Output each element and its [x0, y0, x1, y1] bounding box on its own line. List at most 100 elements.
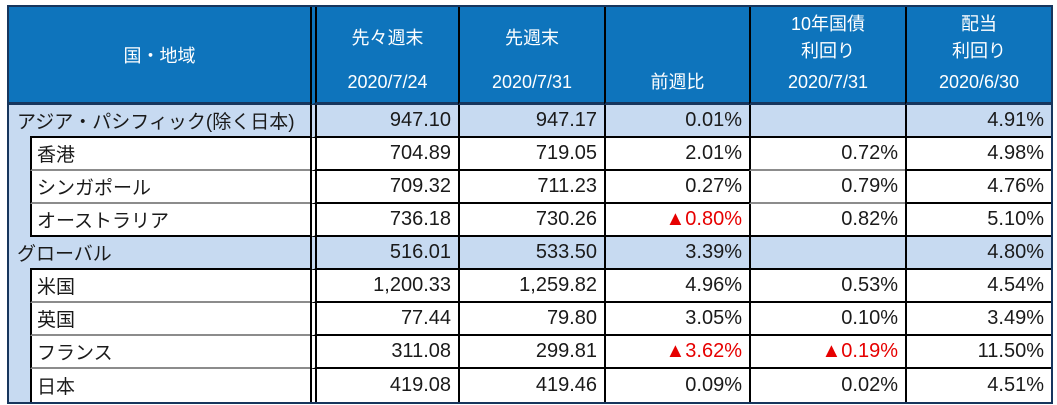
country-row: 英国 77.44 79.80 3.05% 0.10% 3.49%	[9, 303, 1051, 336]
value-cell: 0.02%	[749, 369, 905, 402]
value-cell: 311.08	[310, 336, 458, 369]
country-name-cell: 香港	[30, 138, 310, 171]
region-label: グローバル	[17, 244, 112, 265]
value-cell: 419.46	[458, 369, 604, 402]
value-cell: ▲3.62%	[604, 336, 749, 369]
header-label-line: 配当	[961, 14, 997, 34]
header-label: 10年国債 利回り	[751, 7, 905, 69]
value-cell: 736.18	[310, 204, 458, 237]
country-name-cell: 日本	[30, 369, 310, 402]
value-cell: 704.89	[310, 138, 458, 171]
region-label: 米国	[37, 277, 76, 298]
value-cell: ▲0.19%	[749, 336, 905, 369]
value-cell	[749, 237, 905, 270]
value-cell: 3.49%	[905, 303, 1051, 336]
row-indent-strip	[9, 303, 30, 336]
header-dividend-yield: 配当 利回り 2020/6/30	[905, 7, 1051, 105]
header-week-over-week: 前週比	[604, 7, 749, 105]
country-name-cell: シンガポール	[30, 171, 310, 204]
value-cell: 77.44	[310, 303, 458, 336]
country-row: フランス 311.08 299.81 ▲3.62% ▲0.19% 11.50%	[9, 336, 1051, 369]
value-cell: 0.09%	[604, 369, 749, 402]
value-cell: 0.79%	[749, 171, 905, 204]
row-indent-strip	[9, 204, 30, 237]
value-cell: 1,259.82	[458, 270, 604, 303]
value-cell: 11.50%	[905, 336, 1051, 369]
header-last-week: 先週末 2020/7/31	[458, 7, 604, 105]
country-name-cell: 米国	[30, 270, 310, 303]
value-cell: 2.01%	[604, 138, 749, 171]
header-date: 2020/7/24	[347, 72, 428, 92]
value-cell: 419.08	[310, 369, 458, 402]
row-indent-strip	[9, 369, 30, 402]
header-date: 2020/7/31	[491, 72, 573, 92]
value-cell: 4.80%	[905, 237, 1051, 270]
header-label: 配当 利回り	[907, 7, 1051, 69]
region-label: 香港	[37, 145, 76, 166]
value-cell: 947.10	[310, 105, 458, 138]
value-cell: 4.98%	[905, 138, 1051, 171]
value-cell: 709.32	[310, 171, 458, 204]
value-cell: 730.26	[458, 204, 604, 237]
value-cell: 0.27%	[604, 171, 749, 204]
value-cell: 5.10%	[905, 204, 1051, 237]
value-cell: 3.39%	[604, 237, 749, 270]
country-name-cell: オーストラリア	[30, 204, 310, 237]
table-body: アジア・パシフィック(除く日本) 947.10 947.17 0.01% 4.91% 香港…	[9, 105, 1051, 402]
country-row: 香港 704.89 719.05 2.01% 0.72% 4.98%	[9, 138, 1051, 171]
country-row: 日本 419.08 419.46 0.09% 0.02% 4.51%	[9, 369, 1051, 402]
value-cell: 533.50	[458, 237, 604, 270]
header-week-before-last: 先々週末 2020/7/24	[310, 7, 458, 105]
row-indent-strip	[9, 105, 30, 138]
country-name-cell: フランス	[30, 336, 310, 369]
header-region: 国・地域	[9, 7, 310, 105]
header-label-line: 先週末	[505, 27, 559, 48]
header-label-line: 先々週末	[351, 27, 424, 48]
header-row: 国・地域 先々週末 2020/7/24 先週末 2020/7/31 前週比	[9, 7, 1051, 105]
value-cell: 299.81	[458, 336, 604, 369]
row-indent-strip	[9, 336, 30, 369]
header-label-line: 10年国債	[790, 14, 866, 34]
header-date: 2020/7/31	[787, 72, 869, 92]
country-row: シンガポール 709.32 711.23 0.27% 0.79% 4.76%	[9, 171, 1051, 204]
header-label-line: 利回り	[801, 41, 855, 61]
row-indent-strip	[9, 171, 30, 204]
value-cell: 0.72%	[749, 138, 905, 171]
value-cell: 0.01%	[604, 105, 749, 138]
header-bond-yield: 10年国債 利回り 2020/7/31	[749, 7, 905, 105]
table-header: 国・地域 先々週末 2020/7/24 先週末 2020/7/31 前週比	[9, 7, 1051, 105]
region-label: 英国	[37, 310, 76, 331]
country-row: 米国 1,200.33 1,259.82 4.96% 0.53% 4.54%	[9, 270, 1051, 303]
header-label: 先々週末	[317, 7, 458, 69]
category-name-cell: アジア・パシフィック(除く日本)	[17, 105, 310, 138]
category-row: アジア・パシフィック(除く日本) 947.10 947.17 0.01% 4.91%	[9, 105, 1051, 138]
header-label-line: 利回り	[952, 41, 1006, 61]
value-cell: 4.76%	[905, 171, 1051, 204]
value-cell: 0.53%	[749, 270, 905, 303]
region-label: 日本	[37, 377, 76, 398]
header-label: 先週末	[460, 7, 604, 69]
value-cell: 0.10%	[749, 303, 905, 336]
value-cell: 0.82%	[749, 204, 905, 237]
value-cell: 1,200.33	[310, 270, 458, 303]
value-cell: 3.05%	[604, 303, 749, 336]
header-label	[606, 7, 749, 69]
value-cell: 4.51%	[905, 369, 1051, 402]
value-cell: 516.01	[310, 237, 458, 270]
value-cell: ▲0.80%	[604, 204, 749, 237]
value-cell: 4.96%	[604, 270, 749, 303]
country-row: オーストラリア 736.18 730.26 ▲0.80% 0.82% 5.10%	[9, 204, 1051, 237]
value-cell: 711.23	[458, 171, 604, 204]
value-cell	[749, 105, 905, 138]
category-name-cell: グローバル	[17, 237, 310, 270]
row-indent-strip	[9, 270, 30, 303]
region-label: フランス	[37, 343, 113, 364]
region-label: シンガポール	[37, 178, 152, 199]
header-label-bottom: 前週比	[650, 72, 705, 92]
market-data-table: 国・地域 先々週末 2020/7/24 先週末 2020/7/31 前週比	[7, 5, 1053, 404]
report-table-container: 国・地域 先々週末 2020/7/24 先週末 2020/7/31 前週比	[7, 5, 1053, 404]
value-cell: 79.80	[458, 303, 604, 336]
value-cell: 4.91%	[905, 105, 1051, 138]
region-label: アジア・パシフィック(除く日本)	[17, 112, 295, 133]
country-name-cell: 英国	[30, 303, 310, 336]
